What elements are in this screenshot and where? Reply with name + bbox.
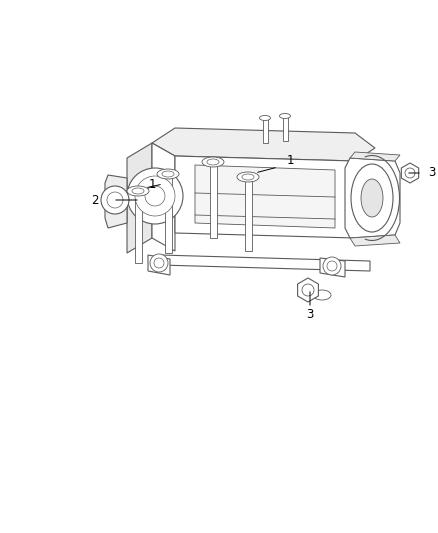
Ellipse shape [351, 164, 393, 232]
Polygon shape [350, 235, 400, 246]
Circle shape [135, 176, 175, 216]
Circle shape [405, 168, 415, 178]
Circle shape [302, 284, 314, 296]
Ellipse shape [202, 157, 224, 167]
Polygon shape [134, 195, 141, 263]
Polygon shape [401, 163, 419, 183]
Polygon shape [127, 143, 152, 253]
Ellipse shape [242, 174, 254, 180]
Polygon shape [345, 158, 400, 238]
Ellipse shape [361, 179, 383, 217]
Polygon shape [209, 166, 216, 238]
Ellipse shape [313, 290, 331, 300]
Ellipse shape [132, 188, 144, 194]
Polygon shape [283, 116, 287, 141]
Polygon shape [350, 152, 400, 161]
Ellipse shape [279, 114, 290, 118]
Text: 1: 1 [286, 155, 294, 167]
Polygon shape [160, 255, 370, 271]
Polygon shape [244, 181, 251, 251]
Ellipse shape [127, 186, 149, 196]
Ellipse shape [237, 172, 259, 182]
Polygon shape [152, 143, 175, 251]
Ellipse shape [259, 116, 271, 120]
Circle shape [327, 261, 337, 271]
Text: 3: 3 [428, 166, 436, 180]
Text: 2: 2 [91, 193, 99, 206]
Circle shape [145, 186, 165, 206]
Polygon shape [262, 118, 268, 143]
Circle shape [107, 192, 123, 208]
Ellipse shape [157, 169, 179, 179]
Ellipse shape [207, 159, 219, 165]
Polygon shape [148, 255, 170, 275]
Circle shape [101, 186, 129, 214]
Circle shape [127, 168, 183, 224]
Polygon shape [320, 258, 345, 277]
Polygon shape [105, 175, 127, 228]
Circle shape [323, 257, 341, 275]
Polygon shape [175, 156, 355, 238]
Circle shape [154, 258, 164, 268]
Circle shape [150, 254, 168, 272]
Polygon shape [152, 128, 375, 161]
Text: 3: 3 [306, 309, 314, 321]
Polygon shape [297, 278, 318, 302]
Text: 1: 1 [148, 177, 156, 190]
Ellipse shape [162, 171, 174, 177]
Polygon shape [165, 178, 172, 253]
Polygon shape [195, 165, 335, 228]
